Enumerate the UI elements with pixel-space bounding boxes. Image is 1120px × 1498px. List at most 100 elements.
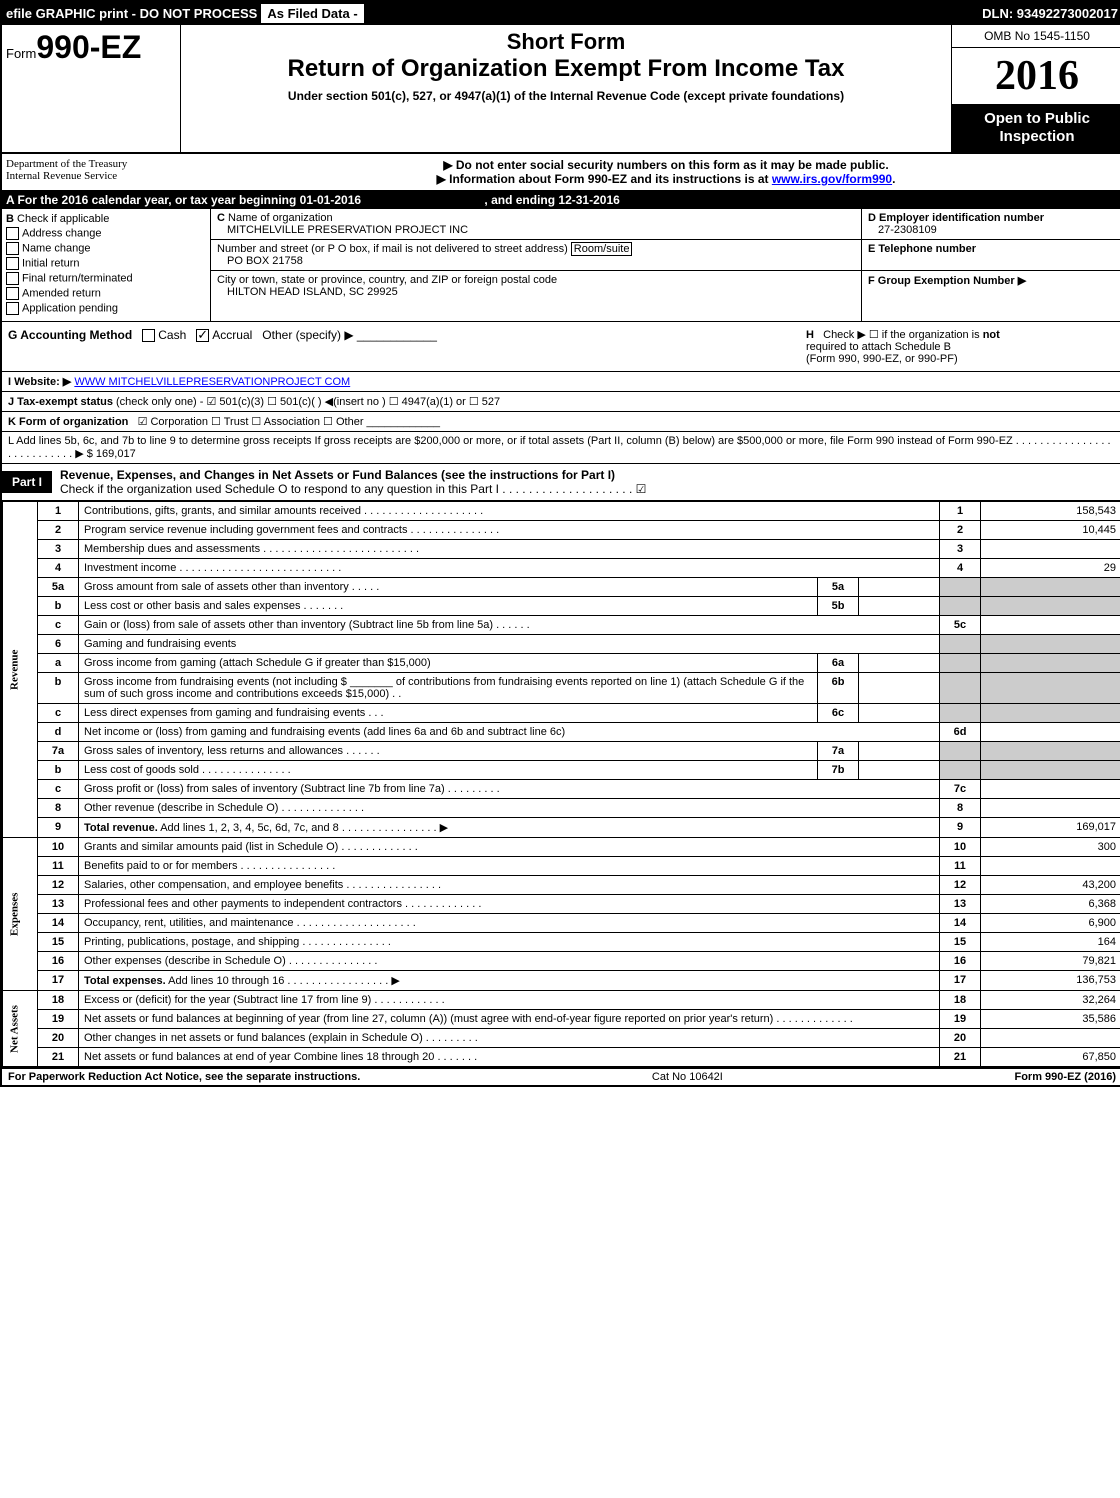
c-city-label: City or town, state or province, country… [217,274,557,286]
line-val [981,742,1120,761]
section-b-c-d: B Check if applicable Address change Nam… [2,209,1120,322]
table-row: 20Other changes in net assets or fund ba… [3,1029,1120,1048]
check-initial-return[interactable]: Initial return [6,257,206,270]
line-number: 12 [38,876,79,895]
line-number: 19 [38,1010,79,1029]
g-label: G Accounting Method [8,328,132,342]
mini-val [859,742,940,761]
line-col: 5c [940,616,981,635]
table-row: 15Printing, publications, postage, and s… [3,933,1120,952]
line-desc: Gain or (loss) from sale of assets other… [79,616,940,635]
line-desc: Less direct expenses from gaming and fun… [79,704,818,723]
line-number: 10 [38,838,79,857]
line-number: 17 [38,971,79,991]
line-val: 32,264 [981,991,1120,1010]
part-1-title-text: Revenue, Expenses, and Changes in Net As… [60,468,615,482]
d-label: D Employer identification number [868,212,1044,224]
efile-label: efile GRAPHIC print - DO NOT PROCESS [6,6,257,21]
line-number: b [38,761,79,780]
section-g-h: G Accounting Method Cash Accrual Other (… [2,322,1120,372]
line-number: a [38,654,79,673]
line-desc: Net income or (loss) from gaming and fun… [79,723,940,742]
omb-number: OMB No 1545-1150 [952,25,1120,48]
part-1-header: Part I Revenue, Expenses, and Changes in… [2,464,1120,501]
line-col: 12 [940,876,981,895]
line-number: 6 [38,635,79,654]
check-address-change[interactable]: Address change [6,227,206,240]
line-val [981,673,1120,704]
line-desc: Membership dues and assessments . . . . … [79,540,940,559]
line-desc: Net assets or fund balances at beginning… [79,1010,940,1029]
line-col: 8 [940,799,981,818]
line-val: 43,200 [981,876,1120,895]
line-col: 7c [940,780,981,799]
paperwork-notice: For Paperwork Reduction Act Notice, see … [8,1071,360,1083]
check-name-change[interactable]: Name change [6,242,206,255]
b-label: B [6,213,14,225]
check-final-return[interactable]: Final return/terminated [6,272,206,285]
table-row: 7aGross sales of inventory, less returns… [3,742,1120,761]
j-text: (check only one) - ☑ 501(c)(3) ☐ 501(c)(… [116,396,500,408]
j-label: J Tax-exempt status [8,396,113,408]
line-val: 164 [981,933,1120,952]
mini-col: 6c [818,704,859,723]
table-row: Revenue1Contributions, gifts, grants, an… [3,502,1120,521]
line-number: 1 [38,502,79,521]
line-number: 9 [38,818,79,838]
line-desc: Grants and similar amounts paid (list in… [79,838,940,857]
mini-val [859,761,940,780]
table-row: 16Other expenses (describe in Schedule O… [3,952,1120,971]
table-row: bLess cost or other basis and sales expe… [3,597,1120,616]
department-row: Department of the Treasury Internal Reve… [2,154,1120,191]
l-text: L Add lines 5b, 6c, and 7b to line 9 to … [8,435,1111,460]
line-desc: Gross amount from sale of assets other t… [79,578,818,597]
line-val [981,723,1120,742]
table-row: 11Benefits paid to or for members . . . … [3,857,1120,876]
mini-val [859,654,940,673]
line-col: 19 [940,1010,981,1029]
table-row: Expenses10Grants and similar amounts pai… [3,838,1120,857]
line-val: 10,445 [981,521,1120,540]
table-row: 8Other revenue (describe in Schedule O) … [3,799,1120,818]
return-title: Return of Organization Exempt From Incom… [185,55,947,83]
line-col [940,761,981,780]
table-row: cGross profit or (loss) from sales of in… [3,780,1120,799]
check-amended-return[interactable]: Amended return [6,287,206,300]
mini-val [859,578,940,597]
page-footer: For Paperwork Reduction Act Notice, see … [2,1067,1120,1085]
line-val: 29 [981,559,1120,578]
table-row: bLess cost of goods sold . . . . . . . .… [3,761,1120,780]
table-row: 12Salaries, other compensation, and empl… [3,876,1120,895]
dept-irs: Internal Revenue Service [6,170,206,182]
line-desc: Less cost or other basis and sales expen… [79,597,818,616]
tax-year: 2016 [952,48,1120,104]
line-desc: Other revenue (describe in Schedule O) .… [79,799,940,818]
info-note-text: ▶ Information about Form 990-EZ and its … [437,172,772,186]
line-val: 67,850 [981,1048,1120,1067]
line-desc: Benefits paid to or for members . . . . … [79,857,940,876]
line-number: 13 [38,895,79,914]
check-label: Initial return [22,257,79,269]
table-row: 14Occupancy, rent, utilities, and mainte… [3,914,1120,933]
line-desc: Salaries, other compensation, and employ… [79,876,940,895]
other-label: Other (specify) ▶ [262,328,353,342]
line-col: 17 [940,971,981,991]
check-cash[interactable] [142,329,155,342]
mini-col: 5a [818,578,859,597]
line-val [981,857,1120,876]
line-col: 9 [940,818,981,838]
website-link[interactable]: WWW MITCHELVILLEPRESERVATIONPROJECT COM [74,376,350,388]
table-row: 21Net assets or fund balances at end of … [3,1048,1120,1067]
table-row: 2Program service revenue including gover… [3,521,1120,540]
irs-link[interactable]: www.irs.gov/form990 [772,172,892,186]
line-number: b [38,673,79,704]
cat-no: Cat No 10642I [652,1071,723,1083]
table-row: cLess direct expenses from gaming and fu… [3,704,1120,723]
check-application-pending[interactable]: Application pending [6,302,206,315]
line-number: 14 [38,914,79,933]
check-accrual[interactable] [196,329,209,342]
h-text: Check ▶ ☐ if the organization is [823,329,983,341]
section-j: J Tax-exempt status (check only one) - ☑… [2,392,1120,412]
line-col: 6d [940,723,981,742]
table-row: 13Professional fees and other payments t… [3,895,1120,914]
